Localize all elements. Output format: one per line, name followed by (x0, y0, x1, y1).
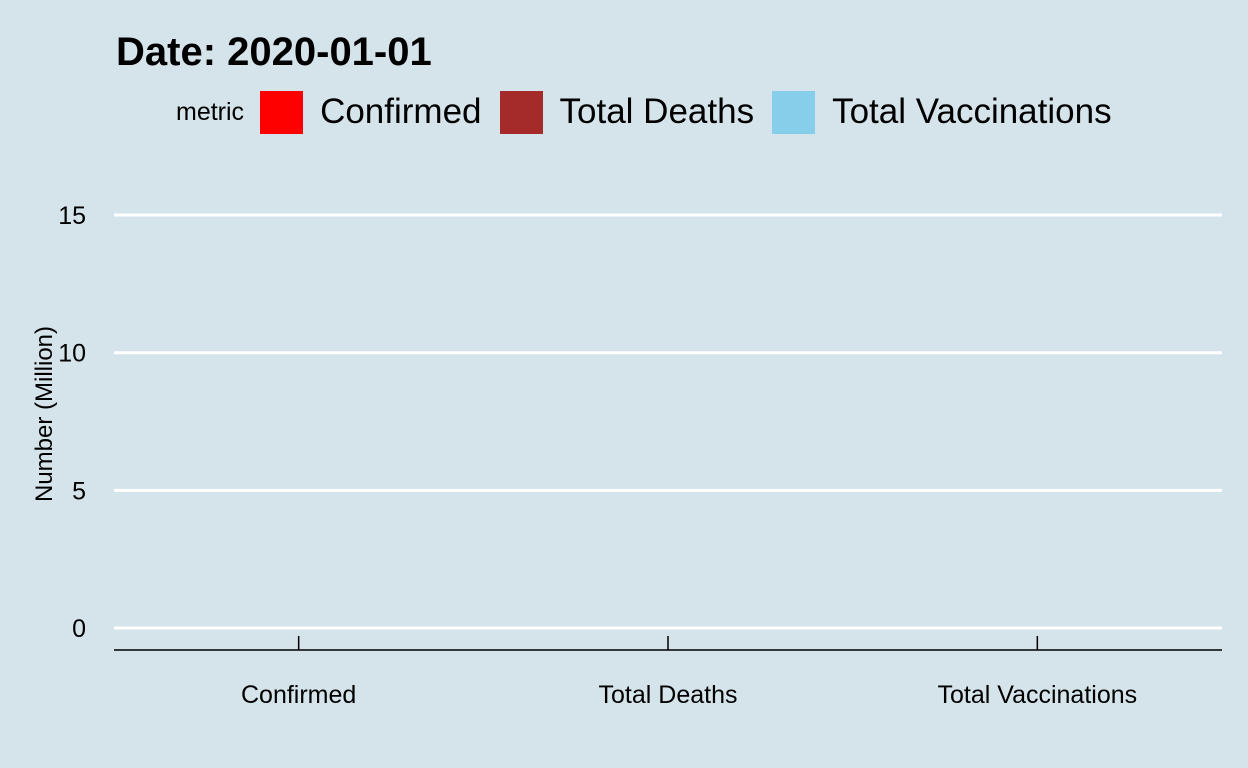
legend-label-total-deaths: Total Deaths (559, 92, 755, 131)
y-tick-label: 10 (58, 340, 86, 368)
legend-swatch-total-vaccinations (772, 90, 816, 134)
legend-label-total-vaccinations: Total Vaccinations (832, 92, 1112, 131)
legend-item-confirmed: Confirmed (260, 90, 482, 134)
legend: metric Confirmed Total Deaths Total Vacc… (176, 88, 1130, 136)
y-tick-label: 5 (72, 477, 86, 505)
legend-item-total-deaths: Total Deaths (499, 90, 755, 134)
x-tick-label: Total Deaths (599, 681, 738, 709)
legend-item-total-vaccinations: Total Vaccinations (772, 90, 1112, 134)
legend-label-confirmed: Confirmed (320, 92, 482, 131)
y-tick-label: 0 (72, 615, 86, 643)
legend-swatch-total-deaths (499, 90, 543, 134)
y-tick-label: 15 (58, 202, 86, 230)
legend-title: metric (176, 97, 245, 126)
x-tick-label: Total Vaccinations (938, 681, 1138, 709)
chart-title: Date: 2020-01-01 (116, 30, 432, 74)
legend-swatch-confirmed (260, 90, 304, 134)
x-tick-label: Confirmed (241, 681, 356, 709)
y-axis-label: Number (Million) (31, 326, 58, 502)
